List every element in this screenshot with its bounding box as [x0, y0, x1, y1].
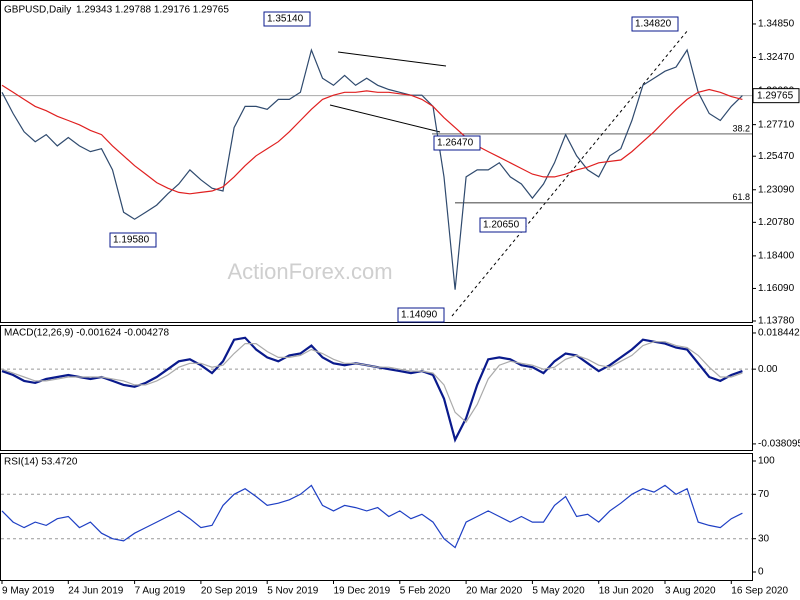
y-tick-label: 1.16090	[758, 283, 795, 294]
panel-frame	[0, 453, 753, 581]
panel-frame	[0, 325, 753, 451]
series-line	[1, 341, 743, 424]
series-line	[1, 84, 743, 195]
last-price-box	[752, 88, 800, 104]
trend-line	[451, 29, 689, 317]
panel-frame	[0, 0, 753, 323]
annotation-box	[631, 16, 679, 32]
channel-line	[329, 104, 441, 133]
y-tick-label: 1.27710	[758, 119, 795, 130]
y-tick-label: 30	[758, 533, 770, 544]
annotation-box	[479, 217, 527, 233]
annotation: 1.20650	[483, 220, 520, 231]
y-tick-label: 1.23090	[758, 184, 795, 195]
x-tick-label: 20 Mar 2020	[466, 586, 523, 597]
x-tick-label: 18 Jun 2020	[599, 586, 654, 597]
annotation: 1.26470	[437, 138, 474, 149]
y-tick-label: 1.13780	[758, 316, 795, 327]
x-tick-label: 5 Feb 2020	[400, 586, 451, 597]
rsi-title: RSI(14) 53.4720	[4, 457, 78, 468]
fib-label: 38.2	[732, 123, 750, 133]
last-price-label: 1.29765	[757, 90, 794, 101]
macd-title: MACD(12,26,9) -0.001624 -0.004278	[4, 328, 170, 339]
x-tick-label: 5 May 2020	[532, 586, 585, 597]
x-tick-label: 24 Jun 2019	[68, 586, 123, 597]
y-tick-label: 1.32470	[758, 52, 795, 63]
x-tick-label: 7 Aug 2019	[135, 586, 186, 597]
annotation: 1.14090	[401, 310, 438, 321]
series-line	[1, 484, 743, 549]
y-tick-label: 1.18400	[758, 251, 795, 262]
y-tick-label: 1.20780	[758, 217, 795, 228]
y-tick-label: 70	[758, 489, 770, 500]
annotation: 1.19580	[113, 235, 150, 246]
annotation-box	[433, 135, 481, 151]
series-line	[1, 48, 743, 290]
watermark: ActionForex.com	[227, 259, 392, 284]
ohlc: 1.29343 1.29788 1.29176 1.29765	[76, 5, 229, 16]
channel-line	[337, 51, 447, 67]
x-tick-label: 3 Aug 2020	[665, 586, 716, 597]
annotation: 1.34820	[635, 19, 672, 30]
y-tick-label: -0.038095	[758, 439, 800, 450]
chart-title: GBPUSD,Daily	[4, 5, 71, 16]
y-tick-label: 0.018442	[758, 328, 800, 339]
x-tick-label: 19 Dec 2019	[334, 586, 391, 597]
y-tick-label: 1.25470	[758, 151, 795, 162]
y-tick-label: 0	[758, 567, 764, 578]
annotation-box	[109, 232, 157, 248]
y-tick-label: 1.34850	[758, 19, 795, 30]
x-tick-label: 16 Sep 2020	[731, 586, 788, 597]
fib-label: 61.8	[732, 192, 750, 202]
annotation: 1.35140	[267, 14, 304, 25]
x-tick-label: 9 May 2019	[2, 586, 55, 597]
x-tick-label: 20 Sep 2019	[201, 586, 258, 597]
annotation-box	[263, 11, 311, 27]
x-tick-label: 5 Nov 2019	[267, 586, 319, 597]
y-tick-label: 100	[758, 456, 775, 467]
y-tick-label: 0.00	[758, 364, 778, 375]
annotation-box	[397, 307, 445, 323]
